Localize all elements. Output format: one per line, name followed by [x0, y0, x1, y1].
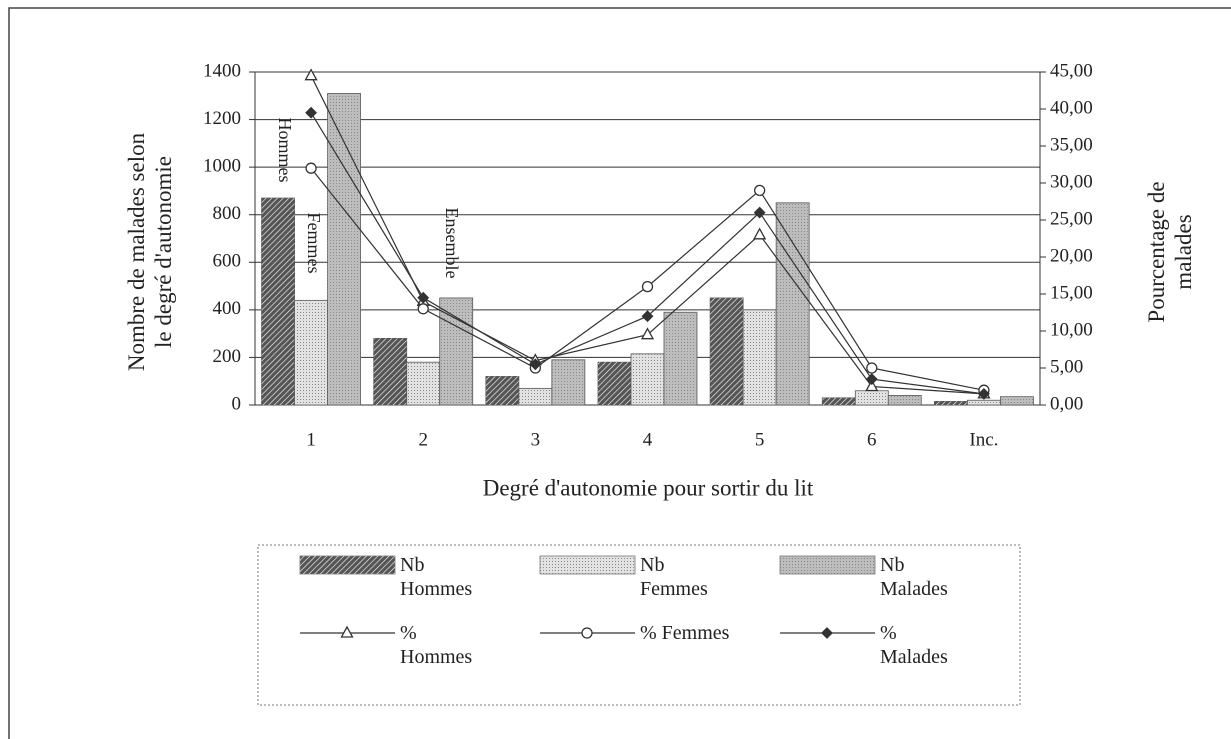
line-marker [753, 184, 766, 197]
bar-texture [261, 198, 295, 405]
legend-label: % Femmes [640, 622, 730, 644]
line-marker [865, 379, 879, 392]
y2-tick-label: 10,00 [1050, 319, 1093, 340]
bar-texture [710, 297, 744, 405]
line-marker [417, 303, 429, 315]
bar-texture [439, 297, 473, 405]
y2-axis-title: Pourcentage de malades [1144, 181, 1196, 323]
y-axis-title: Nombre de malades selon le degré d'auton… [124, 132, 176, 372]
line-marker [978, 387, 990, 400]
annotation: Hommes [275, 118, 295, 183]
bar-texture [598, 362, 631, 405]
y2-tick-label: 30,00 [1050, 171, 1093, 192]
x-tick-label: 1 [306, 429, 316, 450]
bar-texture [294, 300, 328, 405]
bar-texture [934, 401, 968, 405]
y2-tick-label: 35,00 [1050, 134, 1093, 155]
y-tick-label: 1200 [203, 108, 241, 129]
y2-tick-label: 25,00 [1050, 208, 1093, 229]
y2-tick-label: 40,00 [1050, 97, 1093, 118]
y-tick-label: 0 [232, 393, 242, 414]
x-tick-label: 4 [643, 429, 653, 450]
legend-marker [340, 625, 354, 638]
line-marker [305, 106, 317, 119]
annotation: Ensemble [442, 208, 462, 279]
legend-swatch-texture [300, 556, 395, 574]
bar-texture [631, 353, 664, 405]
line-marker [866, 362, 878, 374]
annotation: Femmes [304, 213, 324, 274]
legend-swatch-texture [780, 556, 875, 574]
line [310, 112, 985, 395]
line [310, 75, 984, 395]
line-marker [641, 310, 654, 323]
line-marker [640, 327, 655, 340]
y2-tick-label: 20,00 [1050, 245, 1093, 266]
y-tick-label: 200 [213, 346, 242, 367]
line-marker [753, 227, 767, 240]
line-marker [529, 358, 542, 371]
x-tick-label: 6 [867, 429, 877, 450]
legend-label: Nb Malades [880, 554, 948, 600]
bar-texture [485, 376, 519, 405]
y2-tick-label: 5,00 [1050, 356, 1083, 377]
y2-tick-label: 45,00 [1050, 60, 1093, 81]
legend-label: Nb Hommes [400, 554, 473, 600]
bar-texture [518, 388, 552, 405]
line-marker [304, 68, 318, 81]
x-tick-label: 2 [418, 429, 428, 450]
line-marker [305, 162, 317, 174]
bar-texture [1000, 396, 1034, 405]
bar-texture [822, 397, 856, 405]
legend-label: % Hommes [400, 622, 473, 668]
line-marker [417, 291, 430, 304]
legend-box [257, 544, 1021, 706]
line-marker [865, 373, 878, 386]
bar-texture [776, 202, 810, 405]
line-marker [641, 280, 654, 293]
bar-texture [855, 390, 889, 405]
y-tick-label: 1400 [203, 60, 241, 81]
legend-marker [821, 627, 833, 639]
line-marker [753, 206, 766, 219]
legend-swatch-texture [540, 556, 635, 574]
bar-texture [664, 312, 697, 405]
bar-texture [743, 309, 777, 405]
bar-texture [406, 362, 440, 405]
legend-label: Nb Femmes [640, 554, 708, 600]
y-tick-label: 400 [213, 298, 242, 319]
y-tick-label: 800 [213, 203, 242, 224]
x-tick-label: 5 [755, 429, 765, 450]
y2-tick-label: 15,00 [1050, 282, 1093, 303]
y-tick-label: 600 [213, 251, 242, 272]
bar-texture [327, 93, 361, 406]
x-tick-label: Inc. [969, 429, 998, 450]
y2-tick-label: 0,00 [1050, 393, 1083, 414]
legend-marker [581, 627, 593, 639]
x-tick-label: 3 [531, 429, 541, 450]
bar-texture [967, 400, 1001, 405]
frame [8, 7, 1231, 739]
bar-texture [551, 359, 585, 405]
bar-texture [888, 395, 922, 405]
legend-label: % Malades [880, 622, 948, 668]
bar-texture [373, 338, 407, 405]
y-tick-label: 1000 [203, 156, 241, 177]
x-axis-title: Degré d'autonomie pour sortir du lit [483, 475, 814, 500]
